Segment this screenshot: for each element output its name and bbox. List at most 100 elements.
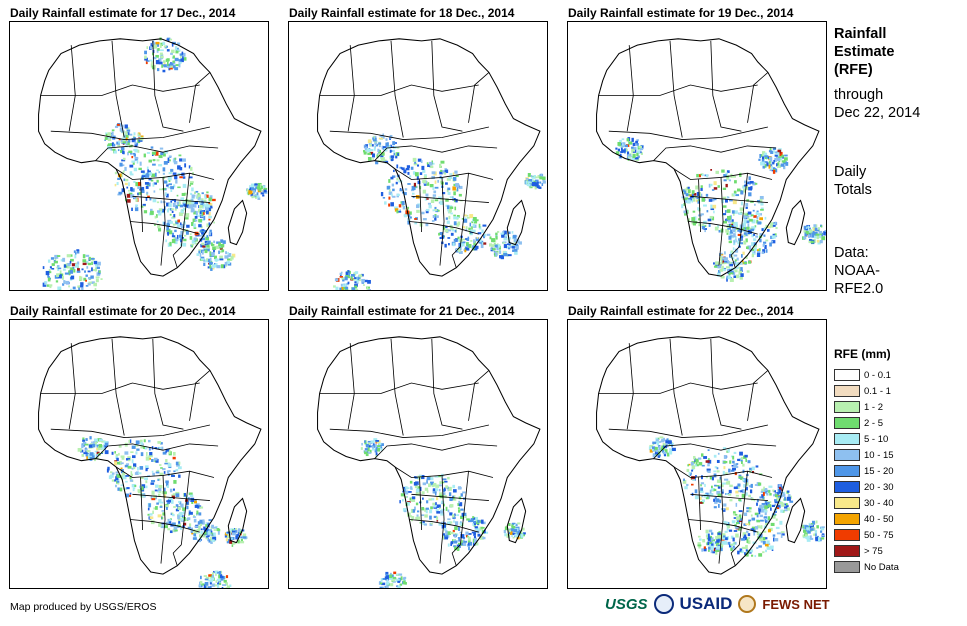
- rainfall-cell: [770, 166, 774, 170]
- rainfall-cell: [174, 529, 178, 532]
- rainfall-cell: [242, 533, 247, 537]
- rainfall-cell: [200, 215, 204, 218]
- rainfall-cell: [203, 531, 207, 535]
- rainfall-cell: [333, 285, 336, 288]
- rainfall-cell: [250, 183, 256, 188]
- rainfall-cell: [764, 216, 767, 220]
- rainfall-cell: [652, 441, 657, 445]
- rainfall-cell: [120, 139, 123, 143]
- rainfall-cell: [422, 179, 426, 183]
- rainfall-cell: [194, 499, 197, 502]
- rainfall-cell: [775, 168, 778, 173]
- rainfall-cell: [737, 550, 740, 555]
- rainfall-cell: [411, 498, 416, 502]
- rainfall-cell: [728, 262, 731, 266]
- rainfall-cell: [85, 254, 90, 257]
- rainfall-cell: [514, 533, 519, 538]
- rainfall-cell: [91, 455, 95, 459]
- rainfall-cell: [745, 552, 749, 557]
- rainfall-cell: [507, 254, 512, 257]
- rainfall-cell: [91, 441, 93, 444]
- rainfall-cell: [724, 210, 727, 213]
- rainfall-cell: [375, 440, 380, 442]
- rainfall-cell: [780, 509, 784, 513]
- rainfall-cell: [399, 583, 403, 586]
- rainfall-cell: [345, 271, 348, 275]
- rainfall-cell: [445, 530, 448, 535]
- rainfall-cell: [489, 243, 493, 247]
- rainfall-cell: [119, 162, 123, 167]
- rainfall-cell: [199, 506, 204, 509]
- rainfall-cell: [118, 445, 122, 448]
- rainfall-cell: [182, 202, 185, 207]
- rainfall-cell: [134, 207, 139, 212]
- rainfall-cell: [221, 249, 225, 252]
- rainfall-cell: [692, 199, 696, 202]
- rainfall-cell: [743, 512, 748, 517]
- rainfall-cell: [809, 238, 812, 241]
- rainfall-cell: [70, 267, 74, 271]
- rainfall-cell: [815, 536, 819, 540]
- rainfall-cell: [730, 543, 734, 546]
- rainfall-cell: [116, 141, 120, 145]
- rainfall-cell: [54, 275, 59, 279]
- rainfall-cell: [413, 182, 416, 187]
- rainfall-cell: [725, 507, 729, 511]
- rainfall-cell: [111, 131, 114, 136]
- rainfall-cell: [483, 529, 486, 534]
- rainfall-cell: [384, 201, 387, 205]
- rainfall-cell: [219, 246, 223, 249]
- rainfall-cell: [212, 267, 215, 270]
- rainfall-cell: [57, 267, 62, 270]
- rainfall-cell: [735, 194, 740, 197]
- rainfall-cell: [460, 508, 464, 511]
- rainfall-cell: [681, 204, 684, 209]
- rainfall-cell: [810, 523, 813, 526]
- rainfall-cell: [165, 459, 168, 463]
- rainfall-cell: [772, 161, 775, 165]
- rainfall-cell: [422, 520, 425, 524]
- rainfall-cell: [213, 249, 215, 253]
- rainfall-cell: [427, 163, 431, 168]
- rainfall-cell: [737, 188, 741, 192]
- africa-coastline: [317, 38, 541, 277]
- rainfall-cell: [770, 522, 775, 527]
- rainfall-cell: [379, 446, 383, 449]
- rainfall-cell: [148, 457, 151, 460]
- rainfall-cell: [467, 533, 472, 535]
- rainfall-cell: [820, 530, 823, 533]
- rainfall-cell: [422, 482, 427, 486]
- rainfall-cell: [665, 449, 668, 454]
- rainfall-cell: [430, 199, 435, 204]
- rainfall-cell: [776, 164, 778, 166]
- rainfall-cell: [218, 250, 220, 254]
- legend-label: 40 - 50: [864, 513, 894, 525]
- rainfall-cell: [745, 215, 750, 218]
- rainfall-cell: [445, 534, 449, 538]
- rainfall-cell: [535, 185, 539, 189]
- rainfall-cell: [807, 530, 811, 534]
- rainfall-cell: [739, 457, 742, 462]
- rainfall-cell: [467, 539, 471, 543]
- country-border: [132, 195, 210, 204]
- rainfall-cell: [468, 227, 471, 231]
- rainfall-cell: [468, 519, 473, 523]
- rainfall-cell: [751, 253, 755, 258]
- rainfall-cell: [695, 185, 699, 190]
- rainfall-cell: [120, 146, 125, 150]
- rainfall-cell: [131, 467, 134, 470]
- rainfall-cell: [739, 207, 744, 211]
- rainfall-cell: [177, 515, 180, 520]
- rainfall-cell: [784, 509, 788, 512]
- rainfall-cell: [116, 461, 120, 465]
- rainfall-cell: [725, 229, 730, 233]
- rainfall-cell: [496, 247, 499, 251]
- rainfall-cell: [209, 581, 212, 585]
- rainfall-cell: [150, 63, 153, 68]
- rainfall-cell: [163, 494, 167, 498]
- rainfall-cell: [174, 46, 178, 51]
- rainfall-cell: [334, 278, 339, 282]
- rainfall-cell: [50, 257, 55, 260]
- rainfall-cell: [409, 216, 412, 219]
- rainfall-cell: [426, 490, 429, 493]
